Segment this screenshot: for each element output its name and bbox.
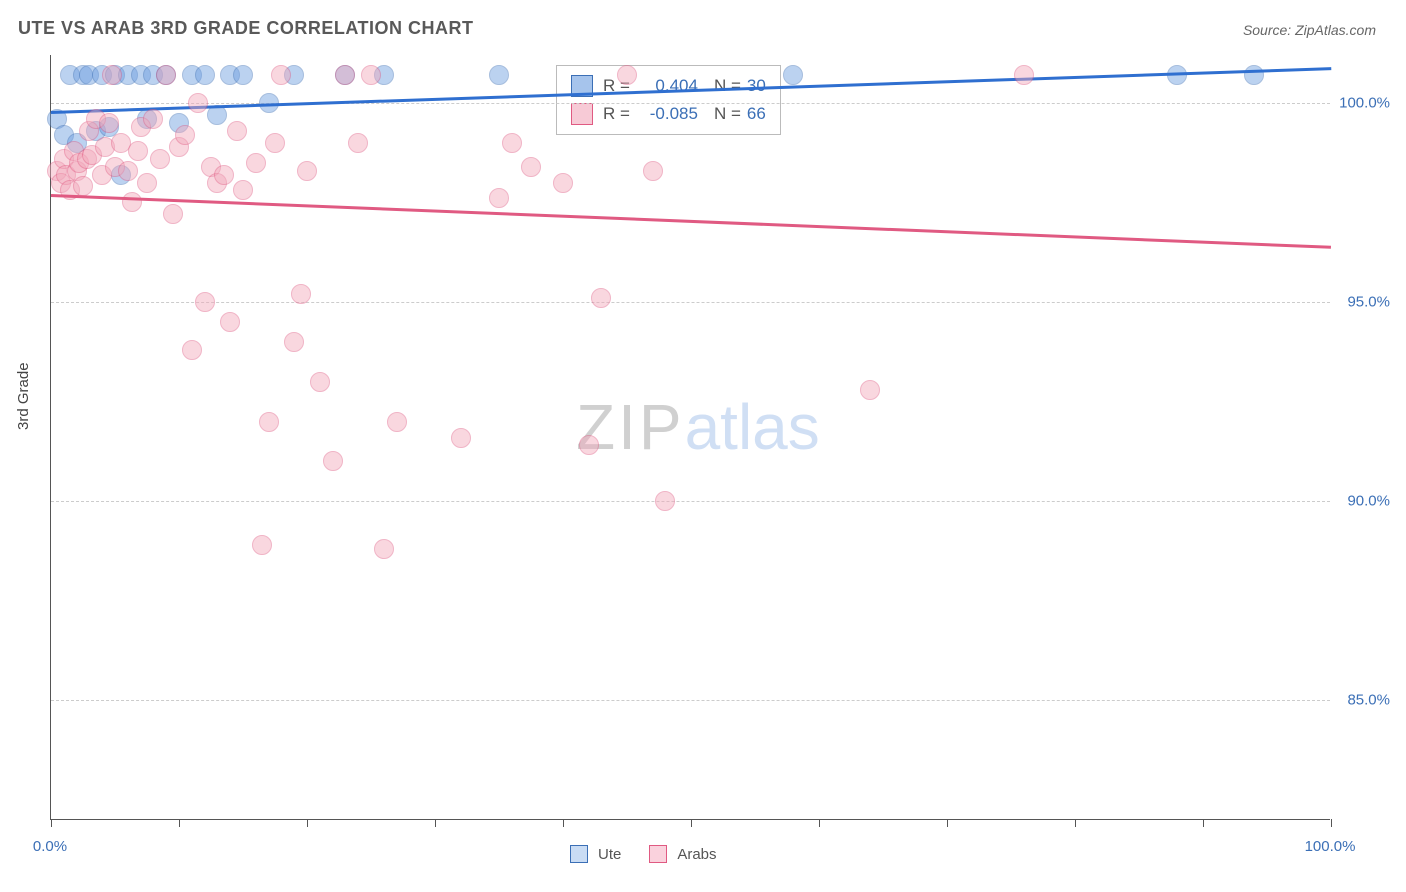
data-point bbox=[220, 312, 240, 332]
data-point bbox=[284, 332, 304, 352]
data-point bbox=[451, 428, 471, 448]
data-point bbox=[655, 491, 675, 511]
xtick bbox=[307, 819, 308, 827]
legend-r-value: -0.085 bbox=[636, 100, 698, 128]
data-point bbox=[489, 65, 509, 85]
xtick bbox=[1331, 819, 1332, 827]
chart-title: UTE VS ARAB 3RD GRADE CORRELATION CHART bbox=[18, 18, 474, 39]
data-point bbox=[521, 157, 541, 177]
xtick-label-left: 0.0% bbox=[33, 838, 67, 855]
data-point bbox=[227, 121, 247, 141]
data-point bbox=[99, 113, 119, 133]
data-point bbox=[143, 109, 163, 129]
ytick-label: 85.0% bbox=[1347, 692, 1390, 709]
legend-r-value: 0.404 bbox=[636, 72, 698, 100]
data-point bbox=[252, 535, 272, 555]
xtick bbox=[947, 819, 948, 827]
data-point bbox=[489, 188, 509, 208]
xtick bbox=[691, 819, 692, 827]
data-point bbox=[291, 284, 311, 304]
legend-swatch bbox=[571, 103, 593, 125]
xtick bbox=[51, 819, 52, 827]
data-point bbox=[175, 125, 195, 145]
data-point bbox=[553, 173, 573, 193]
data-point bbox=[579, 435, 599, 455]
data-point bbox=[643, 161, 663, 181]
gridline bbox=[51, 501, 1330, 502]
bottom-legend-swatch bbox=[649, 845, 667, 863]
gridline bbox=[51, 302, 1330, 303]
legend-r-label: R = bbox=[603, 100, 630, 128]
watermark: ZIPatlas bbox=[576, 390, 820, 464]
data-point bbox=[137, 173, 157, 193]
data-point bbox=[271, 65, 291, 85]
stats-legend: R =0.404N =30R =-0.085N =66 bbox=[556, 65, 781, 135]
bottom-legend-label: Ute bbox=[598, 846, 621, 863]
data-point bbox=[335, 65, 355, 85]
source-label: Source: ZipAtlas.com bbox=[1243, 22, 1376, 38]
data-point bbox=[214, 165, 234, 185]
data-point bbox=[195, 292, 215, 312]
data-point bbox=[265, 133, 285, 153]
data-point bbox=[860, 380, 880, 400]
data-point bbox=[297, 161, 317, 181]
data-point bbox=[156, 65, 176, 85]
plot-area: ZIPatlas R =0.404N =30R =-0.085N =66 85.… bbox=[50, 55, 1330, 820]
data-point bbox=[150, 149, 170, 169]
chart-container: UTE VS ARAB 3RD GRADE CORRELATION CHART … bbox=[0, 0, 1406, 892]
data-point bbox=[163, 204, 183, 224]
data-point bbox=[128, 141, 148, 161]
data-point bbox=[102, 65, 122, 85]
data-point bbox=[188, 93, 208, 113]
y-axis-label: 3rd Grade bbox=[15, 362, 32, 430]
stats-legend-row: R =-0.085 N =66 bbox=[571, 100, 766, 128]
xtick bbox=[819, 819, 820, 827]
stats-legend-row: R =0.404N =30 bbox=[571, 72, 766, 100]
data-point bbox=[348, 133, 368, 153]
data-point bbox=[361, 65, 381, 85]
xtick bbox=[179, 819, 180, 827]
legend-n-value: 66 bbox=[747, 100, 766, 128]
legend-n-label: N = bbox=[714, 100, 741, 128]
xtick bbox=[563, 819, 564, 827]
data-point bbox=[259, 412, 279, 432]
data-point bbox=[617, 65, 637, 85]
xtick bbox=[1203, 819, 1204, 827]
data-point bbox=[233, 65, 253, 85]
data-point bbox=[122, 192, 142, 212]
bottom-legend: Ute Arabs bbox=[570, 845, 735, 863]
ytick-label: 95.0% bbox=[1347, 294, 1390, 311]
xtick bbox=[435, 819, 436, 827]
trend-line bbox=[51, 194, 1331, 248]
data-point bbox=[233, 180, 253, 200]
data-point bbox=[502, 133, 522, 153]
data-point bbox=[591, 288, 611, 308]
data-point bbox=[387, 412, 407, 432]
bottom-legend-label: Arabs bbox=[677, 846, 716, 863]
data-point bbox=[374, 539, 394, 559]
data-point bbox=[1014, 65, 1034, 85]
data-point bbox=[118, 161, 138, 181]
legend-n-label: N = bbox=[714, 72, 741, 100]
xtick-label-right: 100.0% bbox=[1305, 838, 1356, 855]
data-point bbox=[783, 65, 803, 85]
gridline bbox=[51, 700, 1330, 701]
data-point bbox=[246, 153, 266, 173]
data-point bbox=[73, 176, 93, 196]
data-point bbox=[182, 340, 202, 360]
xtick bbox=[1075, 819, 1076, 827]
ytick-label: 90.0% bbox=[1347, 493, 1390, 510]
data-point bbox=[1244, 65, 1264, 85]
data-point bbox=[323, 451, 343, 471]
bottom-legend-swatch bbox=[570, 845, 588, 863]
data-point bbox=[195, 65, 215, 85]
data-point bbox=[310, 372, 330, 392]
ytick-label: 100.0% bbox=[1339, 94, 1390, 111]
